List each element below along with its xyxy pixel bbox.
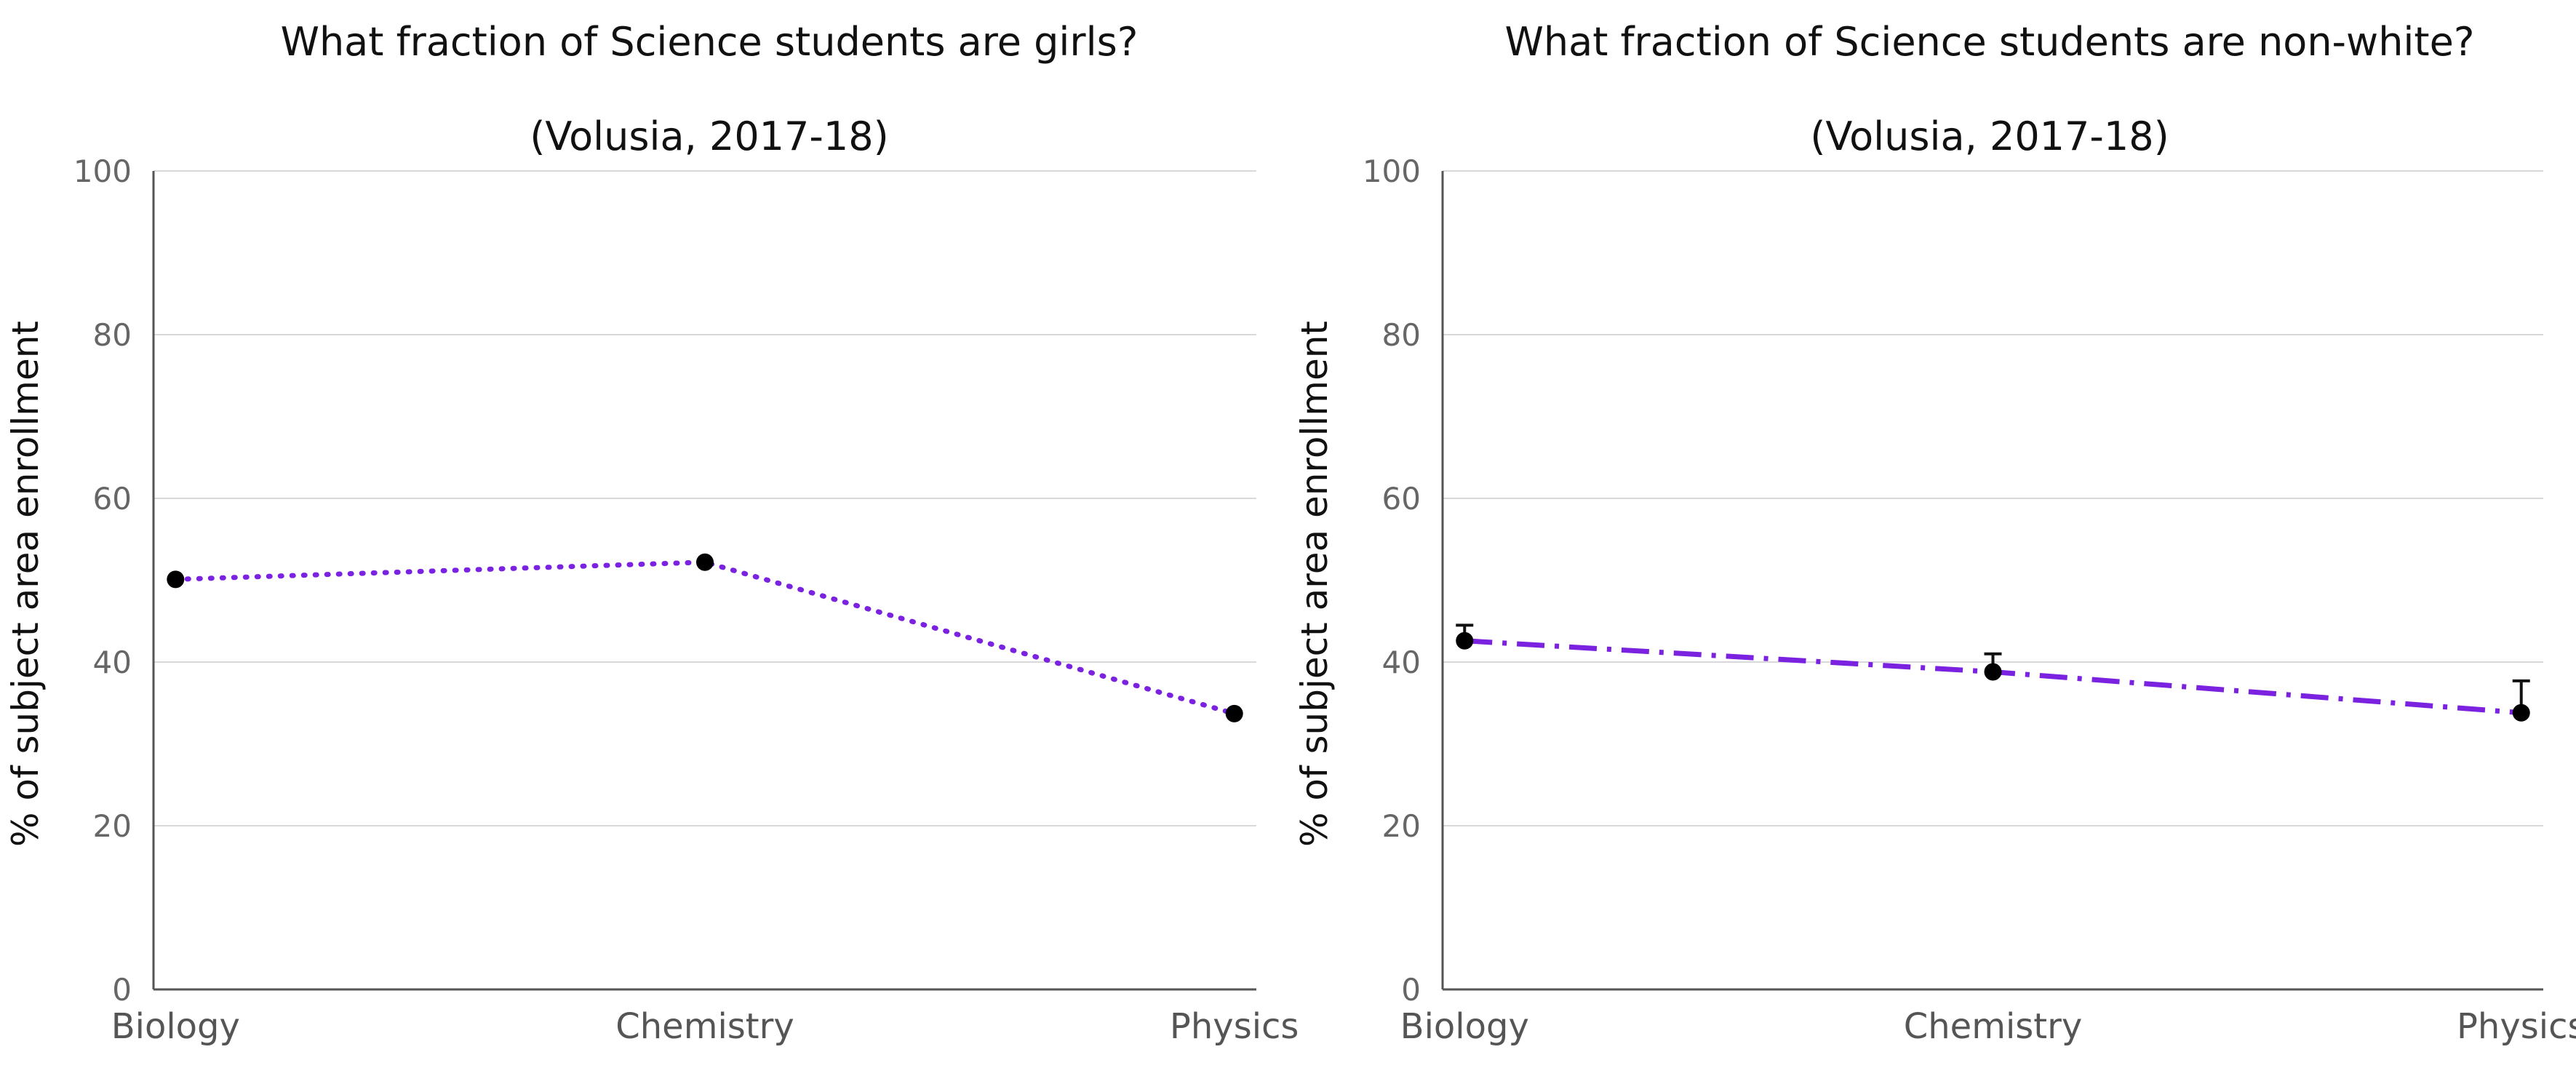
data-point [696,553,714,571]
x-tick-label: Chemistry [1904,1006,2083,1047]
chart-nonwhite-fraction: What fraction of Science students are no… [1293,19,2576,1047]
data-point [1225,704,1243,722]
x-tick-label: Physics [2457,1006,2576,1047]
data-point [167,570,185,589]
y-tick-label: 20 [1382,808,1421,844]
y-tick-label: 100 [1363,154,1421,189]
y-tick-label: 0 [112,972,132,1008]
chart-title: What fraction of Science students are gi… [281,19,1139,65]
chart-subtitle: (Volusia, 2017-18) [1810,113,2169,159]
y-axis-label: % of subject area enrollment [1293,321,1336,847]
x-tick-label: Biology [111,1006,240,1047]
chart-title: What fraction of Science students are no… [1505,19,2475,65]
y-tick-label: 80 [93,317,132,353]
chart-girls-fraction: What fraction of Science students are gi… [4,19,1299,1047]
y-axis-label: % of subject area enrollment [4,321,47,847]
x-tick-label: Chemistry [615,1006,794,1047]
y-tick-label: 0 [1401,972,1421,1008]
y-tick-label: 100 [73,154,132,189]
y-tick-label: 20 [93,808,132,844]
y-tick-label: 80 [1382,317,1421,353]
x-tick-label: Physics [1170,1006,1299,1047]
data-point [1456,631,1474,650]
series-line [172,559,1237,717]
data-point [1984,663,2002,681]
chart-subtitle: (Volusia, 2017-18) [530,113,888,159]
data-point [2512,704,2530,722]
y-tick-label: 60 [93,481,132,517]
y-tick-label: 40 [93,645,132,680]
y-tick-label: 60 [1382,481,1421,517]
x-tick-label: Biology [1400,1006,1529,1047]
y-tick-label: 40 [1382,645,1421,680]
